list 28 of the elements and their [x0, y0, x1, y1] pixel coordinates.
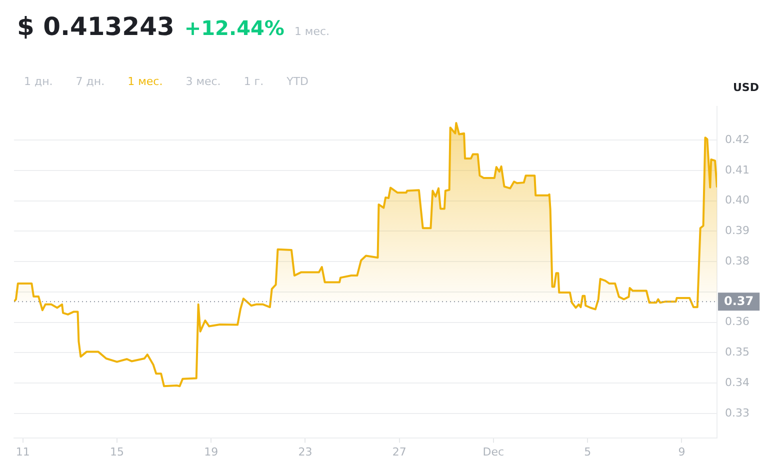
- x-tick-label: 15: [110, 445, 124, 458]
- x-tick-label: 27: [392, 445, 406, 458]
- y-tick-label: 0.33: [725, 406, 750, 420]
- text: 1 мес.: [128, 75, 163, 88]
- x-tick-label: 23: [298, 445, 312, 458]
- x-tick-label: 5: [584, 445, 592, 458]
- text: 1 г.: [244, 75, 264, 88]
- x-tick-label: Dec: [482, 445, 504, 458]
- chart-subtitle: +12.44%: [184, 16, 284, 40]
- y-tick-label: 0.40: [725, 194, 750, 207]
- y-tick-label: 0.38: [725, 254, 750, 268]
- text: 7 дн.: [76, 75, 105, 88]
- text: 1 мес.: [294, 25, 330, 38]
- ref-line-label: 0.37: [724, 294, 754, 308]
- text: 3 мес.: [186, 75, 221, 88]
- x-tick-label: 11: [16, 445, 30, 458]
- chart-title: $ 0.413243: [17, 12, 174, 41]
- x-tick-label: 19: [204, 445, 218, 458]
- y-tick-label: 0.39: [725, 224, 750, 238]
- y-tick-label: 0.35: [725, 346, 750, 359]
- y-tick-label: 0.34: [725, 376, 750, 389]
- y-axis-title: USD: [733, 81, 759, 94]
- text: YTD: [286, 75, 309, 88]
- y-tick-label: 0.41: [725, 163, 750, 176]
- x-tick-label: 9: [678, 445, 686, 458]
- text: 1 дн.: [24, 75, 53, 88]
- y-tick-label: 0.36: [725, 315, 750, 328]
- y-tick-label: 0.42: [725, 132, 750, 146]
